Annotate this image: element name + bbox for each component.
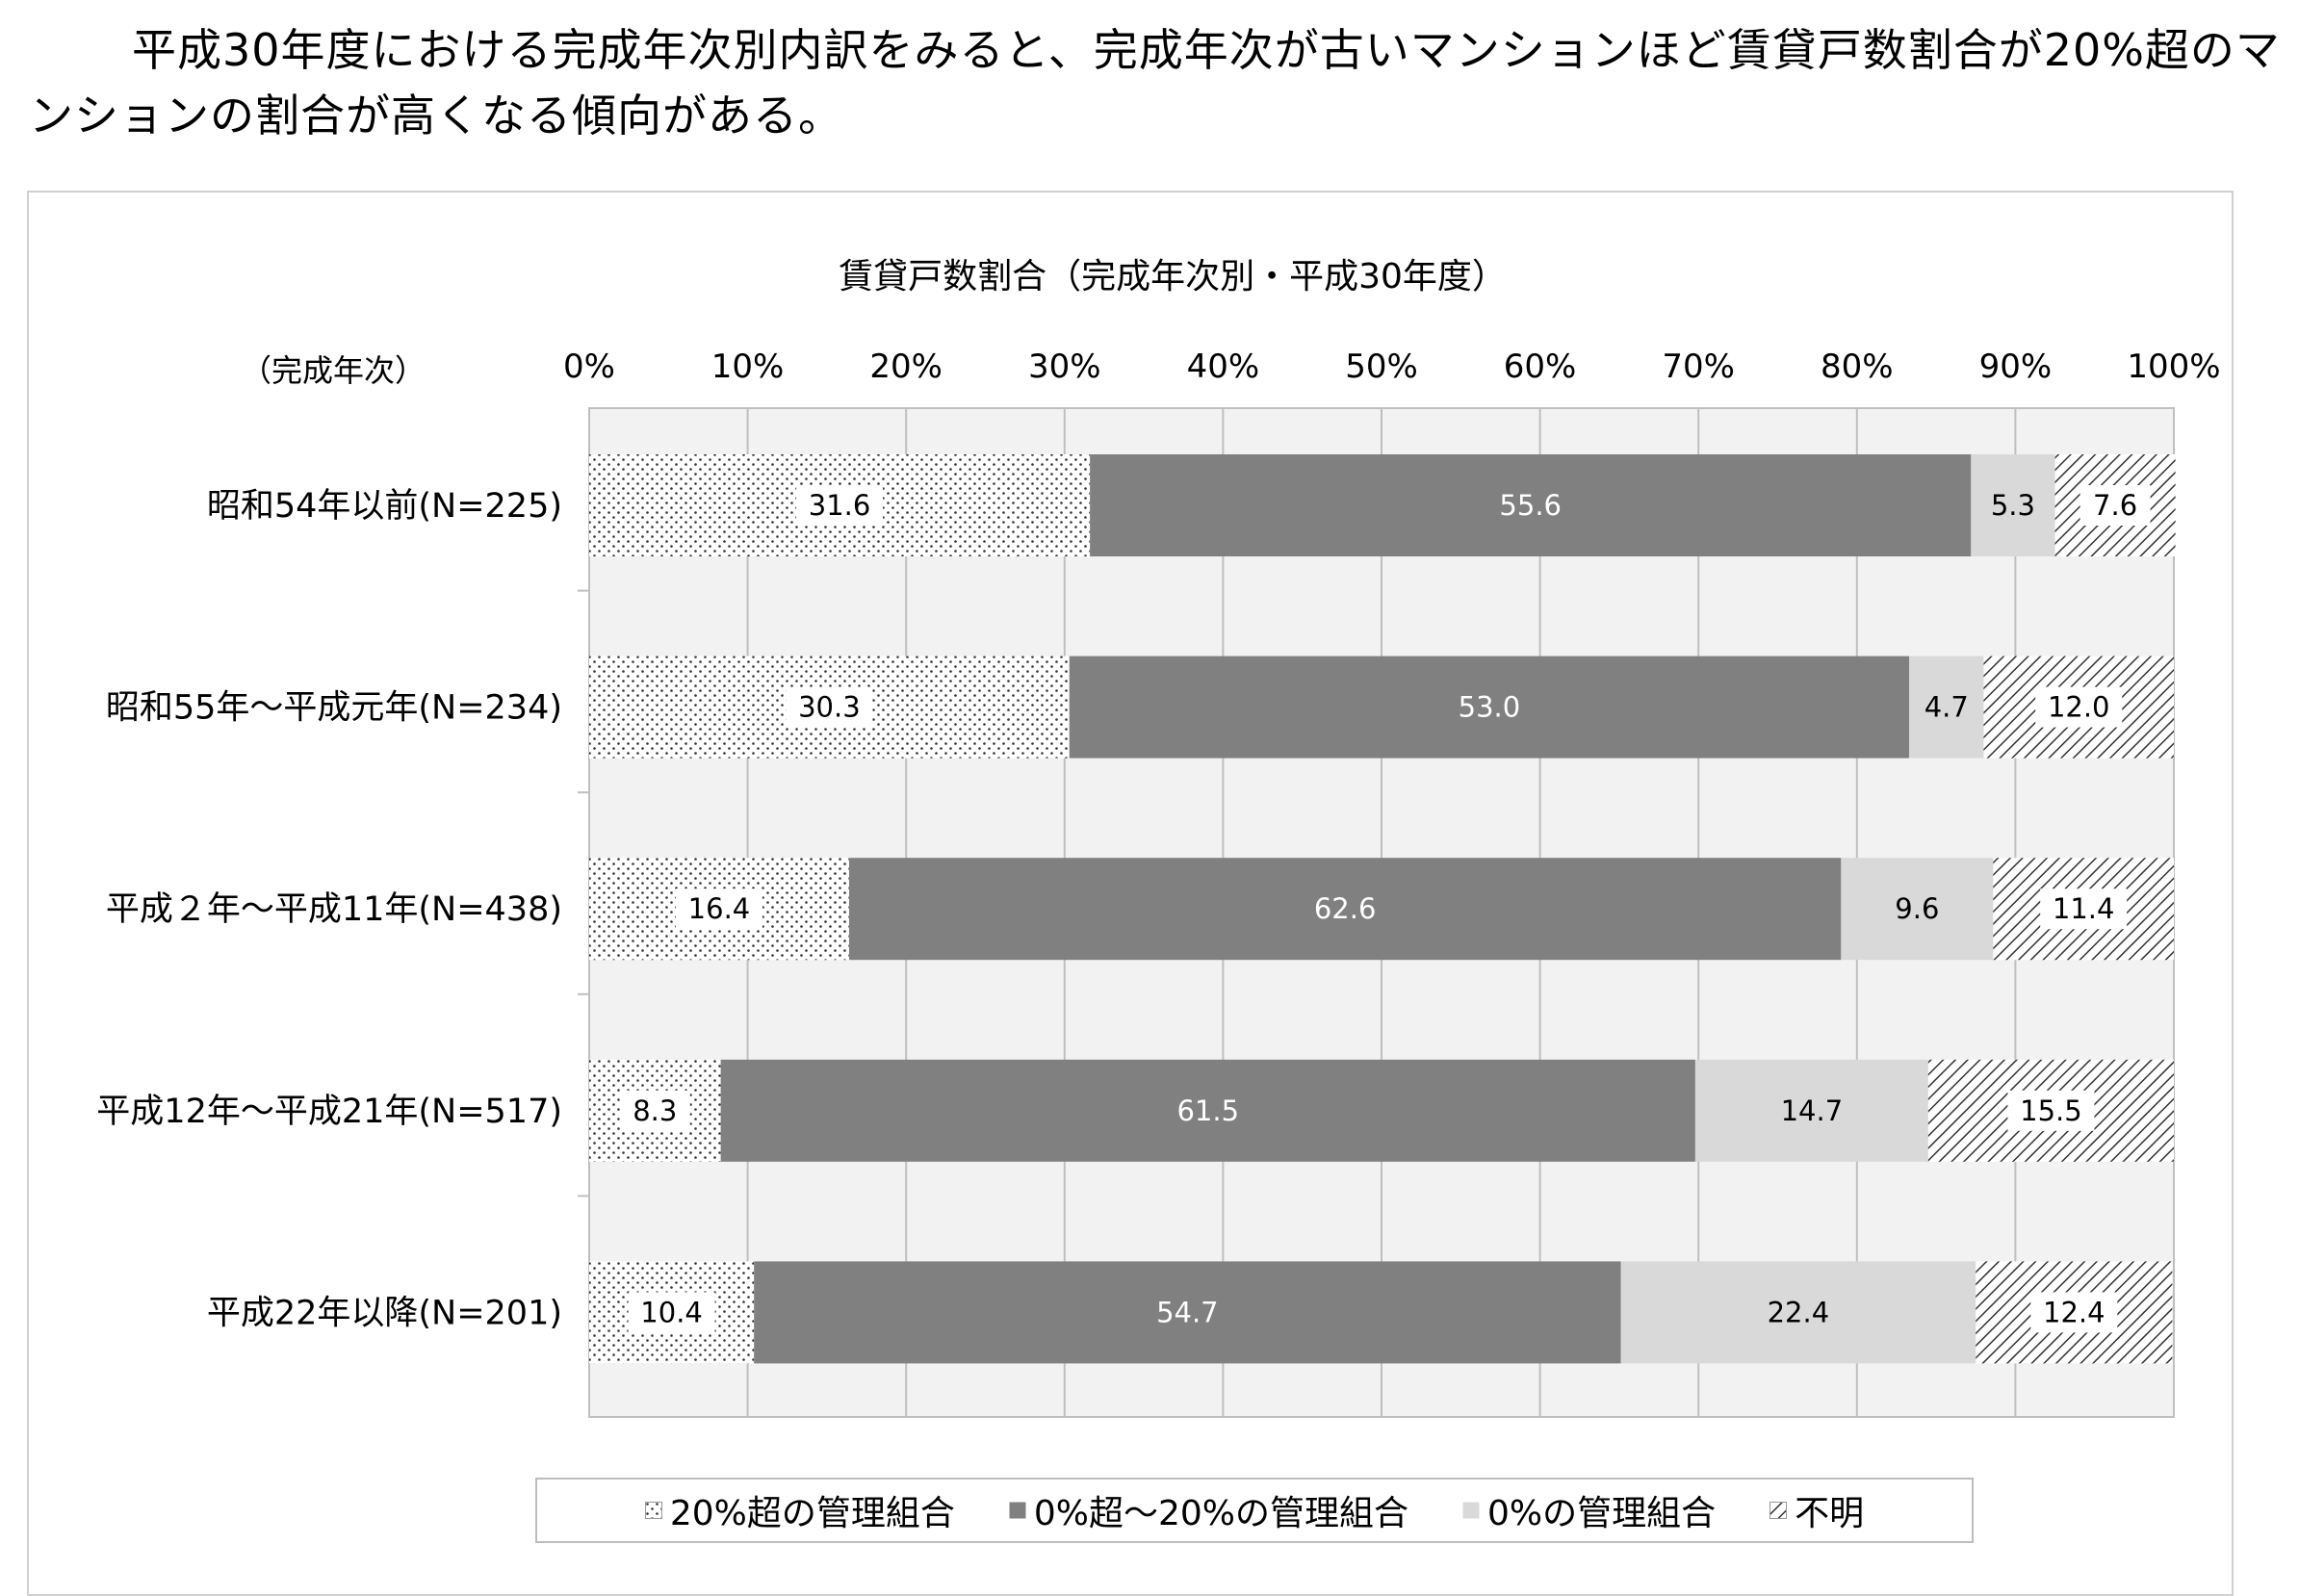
data-label: 5.3 [1991,489,2035,522]
legend-item: 20%超の管理組合 [644,1485,955,1535]
data-label: 7.6 [2093,489,2137,522]
data-label: 4.7 [1924,691,1969,724]
data-label: 62.6 [1314,892,1377,925]
data-label: 15.5 [2020,1094,2082,1127]
category-label: 昭和55年～平成元年(N=234) [106,689,562,728]
legend-swatch [1009,1502,1026,1519]
data-label: 22.4 [1768,1296,1830,1328]
data-label: 53.0 [1459,691,1521,724]
legend-label: 不明 [1795,1494,1865,1533]
category-label: 平成２年～平成11年(N=438) [106,890,562,929]
data-label: 9.6 [1895,892,1939,925]
bar-segment [1971,454,2055,556]
data-label-bg [619,1090,690,1131]
x-tick-label: 20% [869,348,943,386]
x-axis-ticks: 0% 10% 20% 30% 40% 50% 60% 70% 80% 90% 100% [563,348,2221,386]
x-tick-label: 40% [1187,348,1260,386]
bar-segment [1620,1261,1976,1364]
data-label-bg [2007,1090,2095,1131]
legend-swatch [1462,1502,1480,1519]
data-label: 11.4 [2053,892,2115,925]
legend-item: 0%の管理組合 [1462,1485,1716,1535]
data-label: 12.4 [2043,1296,2105,1328]
legend-swatch [644,1502,662,1519]
category-label: 平成12年～平成21年(N=517) [96,1093,562,1131]
legend-item: 0%超～20%の管理組合 [1009,1485,1408,1535]
y-axis-caption: （完成年次） [241,352,426,389]
category-label: 昭和54年以前(N=225) [207,487,562,526]
legend-item: 不明 [1769,1485,1864,1535]
data-label: 8.3 [633,1094,677,1127]
data-label: 61.5 [1176,1094,1239,1127]
x-tick-label: 50% [1345,348,1418,386]
data-label: 30.3 [798,691,861,724]
data-label-bg [796,485,884,526]
legend-label: 20%超の管理組合 [669,1494,955,1533]
x-tick-label: 60% [1504,348,1577,386]
x-tick-label: 30% [1028,348,1101,386]
data-label: 31.6 [809,489,871,522]
data-label: 55.6 [1499,489,1562,522]
legend-label: 0%の管理組合 [1487,1494,1717,1533]
bar-segment [848,858,1842,961]
chart-title: 賃貸戸数割合（完成年次別・平成30年度） [839,257,1507,296]
data-label-bg [786,686,873,728]
bar-segment [754,1261,1621,1364]
category-label: 平成22年以降(N=201) [207,1294,562,1332]
x-tick-label: 10% [711,348,785,386]
x-tick-label: 70% [1662,348,1735,386]
headline: 平成30年度における完成年次別内訳をみると、完成年次が古いマンションほど賃貸戸数… [29,24,2281,142]
x-tick-label: 100% [2127,348,2220,386]
category-labels: 昭和54年以前(N=225) 昭和55年～平成元年(N=234) 平成２年～平成11… [96,487,562,1332]
x-tick-label: 0% [563,348,615,386]
legend-swatch [1769,1502,1788,1519]
data-label-bg [2040,888,2128,930]
bar-segment [1909,656,1984,759]
x-tick-label: 80% [1821,348,1894,386]
data-label: 16.4 [688,892,751,925]
legend: 20%超の管理組合 0%超～20%の管理組合 0%の管理組合 不明 [535,1478,1974,1543]
bar-segment [1069,656,1910,759]
bars: 31.6 55.6 5.3 7.6 30.3 53.0 4.7 12.0 16.4 62.6 9.6… [589,454,2176,1364]
data-label-bg [675,888,762,930]
data-label: 54.7 [1156,1296,1219,1328]
data-label: 14.7 [1781,1094,1844,1127]
data-label: 12.0 [2048,691,2110,724]
x-tick-label: 90% [1979,348,2053,386]
bar-segment [1841,858,1994,961]
data-label-bg [628,1292,715,1333]
data-label: 10.4 [640,1296,703,1328]
data-label-bg [2030,1292,2118,1333]
data-label-bg [2079,485,2151,526]
bar-segment [720,1059,1695,1162]
bar-segment [1694,1059,1928,1162]
legend-label: 0%超～20%の管理組合 [1033,1494,1409,1533]
data-label-bg [2035,686,2123,728]
bar-segment [1090,454,1972,556]
